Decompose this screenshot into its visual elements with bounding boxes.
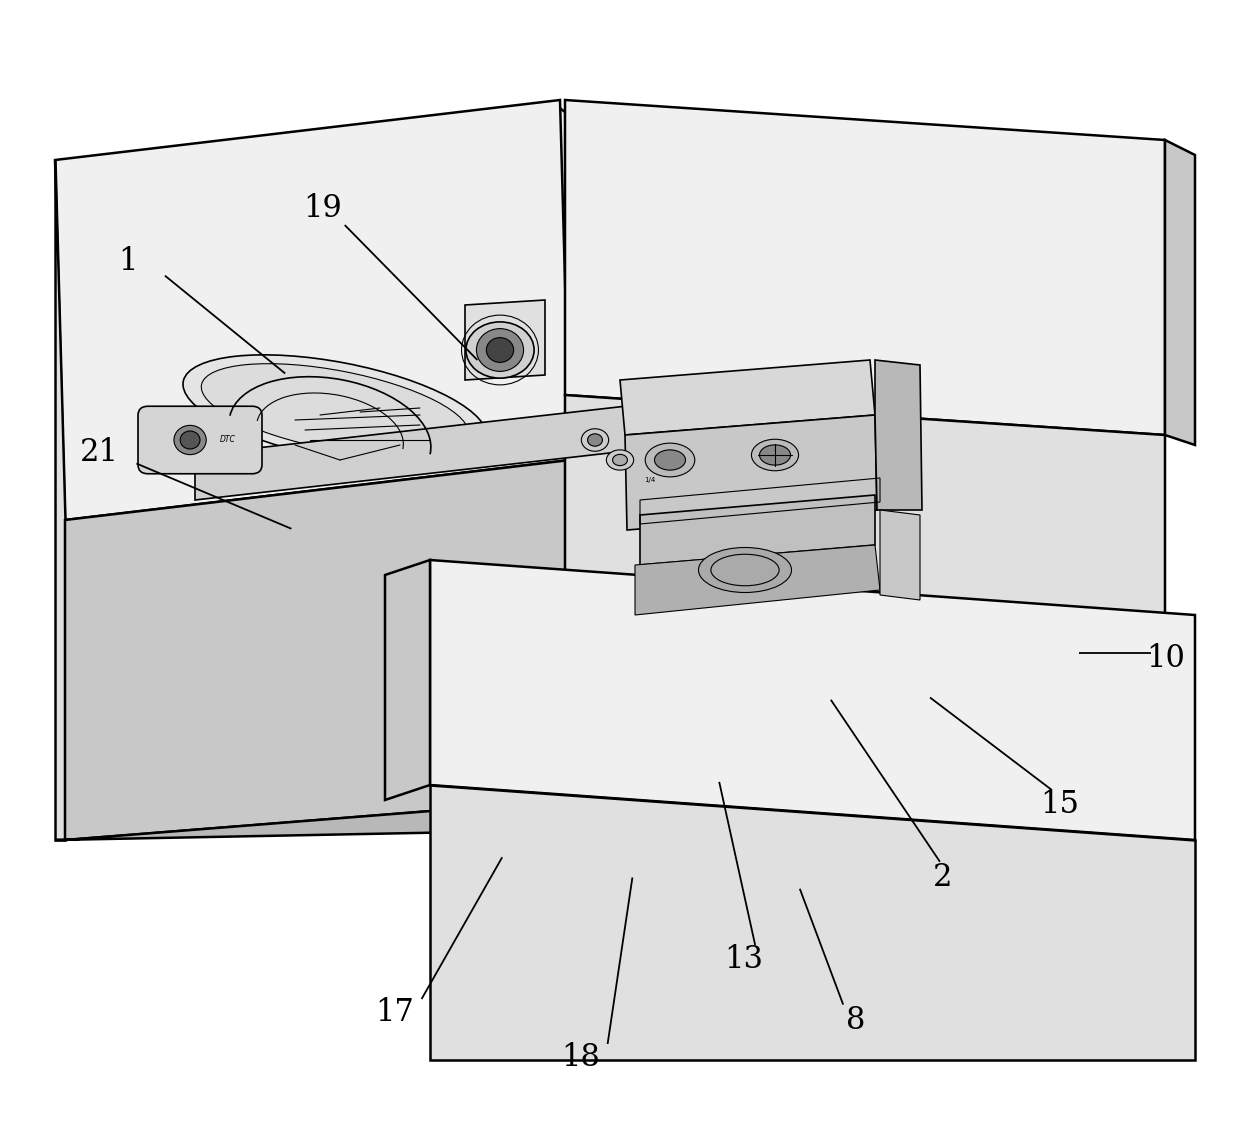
- Text: 18: 18: [560, 1042, 600, 1073]
- Polygon shape: [195, 400, 680, 500]
- Text: 1/4: 1/4: [645, 477, 656, 483]
- Ellipse shape: [613, 455, 627, 466]
- Text: DTC: DTC: [219, 435, 236, 444]
- Polygon shape: [430, 560, 1195, 840]
- Polygon shape: [430, 785, 1195, 1060]
- Polygon shape: [64, 460, 570, 840]
- Polygon shape: [640, 495, 875, 565]
- Ellipse shape: [466, 322, 534, 378]
- Ellipse shape: [606, 450, 634, 470]
- Polygon shape: [64, 107, 694, 259]
- Polygon shape: [635, 544, 880, 615]
- Polygon shape: [384, 560, 430, 800]
- Ellipse shape: [698, 548, 791, 593]
- Text: 1: 1: [118, 245, 138, 277]
- Polygon shape: [205, 205, 694, 838]
- Ellipse shape: [645, 443, 694, 477]
- Polygon shape: [565, 395, 1166, 840]
- Polygon shape: [55, 800, 570, 840]
- Polygon shape: [625, 415, 877, 530]
- Text: 2: 2: [932, 862, 952, 893]
- Polygon shape: [875, 360, 923, 510]
- Polygon shape: [620, 360, 875, 435]
- Polygon shape: [465, 300, 546, 380]
- FancyBboxPatch shape: [138, 406, 262, 474]
- Text: 10: 10: [1146, 642, 1185, 674]
- Ellipse shape: [588, 434, 603, 447]
- Ellipse shape: [476, 328, 523, 371]
- Ellipse shape: [751, 439, 799, 470]
- Polygon shape: [55, 160, 64, 840]
- Ellipse shape: [486, 338, 513, 362]
- Text: 17: 17: [374, 997, 414, 1028]
- Ellipse shape: [582, 429, 609, 451]
- Text: 21: 21: [79, 436, 119, 468]
- Polygon shape: [55, 100, 570, 520]
- Polygon shape: [1166, 140, 1195, 446]
- Ellipse shape: [184, 354, 487, 465]
- Ellipse shape: [174, 425, 206, 454]
- Polygon shape: [64, 793, 205, 821]
- Ellipse shape: [759, 444, 791, 465]
- Ellipse shape: [201, 363, 469, 457]
- Text: 8: 8: [846, 1005, 866, 1036]
- Polygon shape: [565, 100, 1166, 435]
- Ellipse shape: [180, 431, 200, 449]
- Text: 13: 13: [724, 944, 764, 975]
- Polygon shape: [64, 160, 205, 793]
- Ellipse shape: [655, 450, 686, 470]
- Text: 19: 19: [303, 192, 342, 224]
- Polygon shape: [880, 510, 920, 600]
- Text: 15: 15: [1040, 789, 1080, 820]
